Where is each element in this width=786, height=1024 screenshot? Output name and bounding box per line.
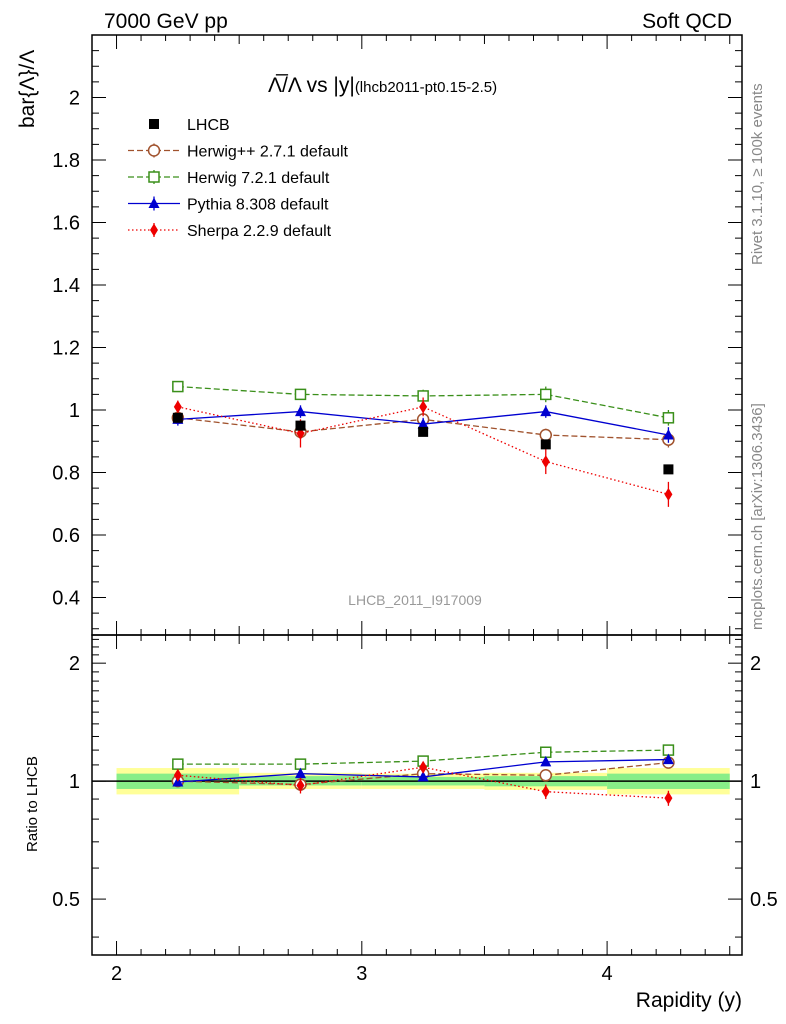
ratio-data-point xyxy=(540,755,552,767)
chart-title: Λ̅/Λ vs |y|(lhcb2011-pt0.15-2.5) xyxy=(268,74,497,97)
data-point xyxy=(663,464,674,475)
y-tick-label: 1.2 xyxy=(52,338,80,360)
data-point xyxy=(294,388,307,401)
ratio-data-point xyxy=(417,770,429,782)
data-point xyxy=(539,428,553,442)
ratio-data-point xyxy=(294,758,307,770)
data-point xyxy=(664,487,673,501)
ratio-series-line xyxy=(177,766,669,799)
legend-item: LHCB xyxy=(149,117,230,134)
y-tick-label: 1.8 xyxy=(52,150,80,172)
ratio-data-point xyxy=(173,768,182,782)
series-herwig-7-2-1-default xyxy=(172,380,675,426)
data-point xyxy=(173,400,182,414)
ratio-y-tick-label-right: 0.5 xyxy=(750,889,778,911)
header-left: 7000 GeV pp xyxy=(104,10,228,33)
y-tick-label: 0.8 xyxy=(52,463,80,485)
series-pythia-8-308-default xyxy=(172,405,674,443)
ratio-data-point xyxy=(539,769,553,782)
series-sherpa-2-2-9-default xyxy=(173,397,673,507)
data-point xyxy=(662,412,675,424)
legend-label: Pythia 8.308 default xyxy=(187,197,329,214)
legend-marker xyxy=(149,119,159,129)
ratio-data-point xyxy=(664,791,673,805)
chart-title-main: Λ̅/Λ vs |y| xyxy=(268,74,355,97)
legend-marker xyxy=(147,144,161,157)
data-point xyxy=(172,380,184,393)
y-tick-label: 1.6 xyxy=(52,213,80,235)
ratio-series-sherpa-2-2-9-default xyxy=(173,760,673,806)
y-tick-label: 0.4 xyxy=(52,588,80,610)
data-point xyxy=(419,400,428,414)
legend: LHCB Herwig++ 2.7.1 default Herwig 7.2.1 d… xyxy=(128,117,349,240)
header-right: Soft QCD xyxy=(642,10,732,33)
y-tick-label: 1 xyxy=(69,400,80,422)
x-tick-label: 3 xyxy=(356,963,367,985)
y-axis-label: bar{Λ}/Λ xyxy=(16,50,39,128)
legend-label: Herwig 7.2.1 default xyxy=(187,170,330,187)
ratio-y-tick-label: 2 xyxy=(69,653,80,675)
ratio-data-point xyxy=(294,767,306,779)
data-point xyxy=(295,420,306,431)
ratio-data-point xyxy=(172,758,184,770)
analysis-watermark: LHCB_2011_I917009 xyxy=(348,592,482,608)
chart-title-suffix: (lhcb2011-pt0.15-2.5) xyxy=(355,79,497,96)
data-point xyxy=(294,405,306,417)
y-tick-label: 2 xyxy=(69,88,80,110)
x-tick-label: 2 xyxy=(111,963,122,985)
rivet-label: Rivet 3.1.10, ≥ 100k events xyxy=(749,83,766,265)
data-point xyxy=(540,388,552,401)
legend-item: Pythia 8.308 default xyxy=(128,196,329,214)
data-point xyxy=(541,455,550,469)
data-point xyxy=(540,405,552,417)
legend-item: Herwig++ 2.7.1 default xyxy=(128,143,349,161)
ratio-data-point xyxy=(296,778,305,792)
data-point xyxy=(417,418,429,429)
ratio-y-tick-label-right: 1 xyxy=(750,771,761,793)
legend-marker xyxy=(148,171,160,183)
mcplots-label: mcplots.cern.ch [arXiv:1306.3436] xyxy=(749,403,766,630)
legend-label: Sherpa 2.2.9 default xyxy=(187,223,332,240)
legend-item: Herwig 7.2.1 default xyxy=(128,170,330,187)
x-axis-label: Rapidity (y) xyxy=(636,989,742,1012)
legend-marker xyxy=(148,197,160,208)
y-tick-label: 0.6 xyxy=(52,525,80,547)
ratio-y-tick-label: 0.5 xyxy=(52,889,80,911)
legend-item: Sherpa 2.2.9 default xyxy=(128,223,332,240)
data-point xyxy=(540,439,551,450)
ratio-data-point xyxy=(419,760,428,774)
ratio-series-pythia-8-308-default xyxy=(172,753,674,787)
legend-label: Herwig++ 2.7.1 default xyxy=(187,144,349,161)
ratio-panel-frame xyxy=(91,634,743,956)
data-point xyxy=(662,429,674,440)
y-tick-label: 1.4 xyxy=(52,275,80,297)
data-point xyxy=(172,412,183,423)
series-lhcb xyxy=(172,412,674,475)
ratio-y-axis-label: Ratio to LHCB xyxy=(24,756,41,852)
ratio-data-point xyxy=(662,753,674,765)
ratio-y-tick-label: 1 xyxy=(69,771,80,793)
ratio-data-point xyxy=(541,785,550,799)
legend-label: LHCB xyxy=(187,117,230,134)
ratio-y-tick-label-right: 2 xyxy=(750,653,761,675)
ratio-data-point xyxy=(540,746,552,758)
x-tick-label: 4 xyxy=(602,963,613,985)
legend-marker xyxy=(150,223,158,237)
data-point xyxy=(418,426,429,437)
